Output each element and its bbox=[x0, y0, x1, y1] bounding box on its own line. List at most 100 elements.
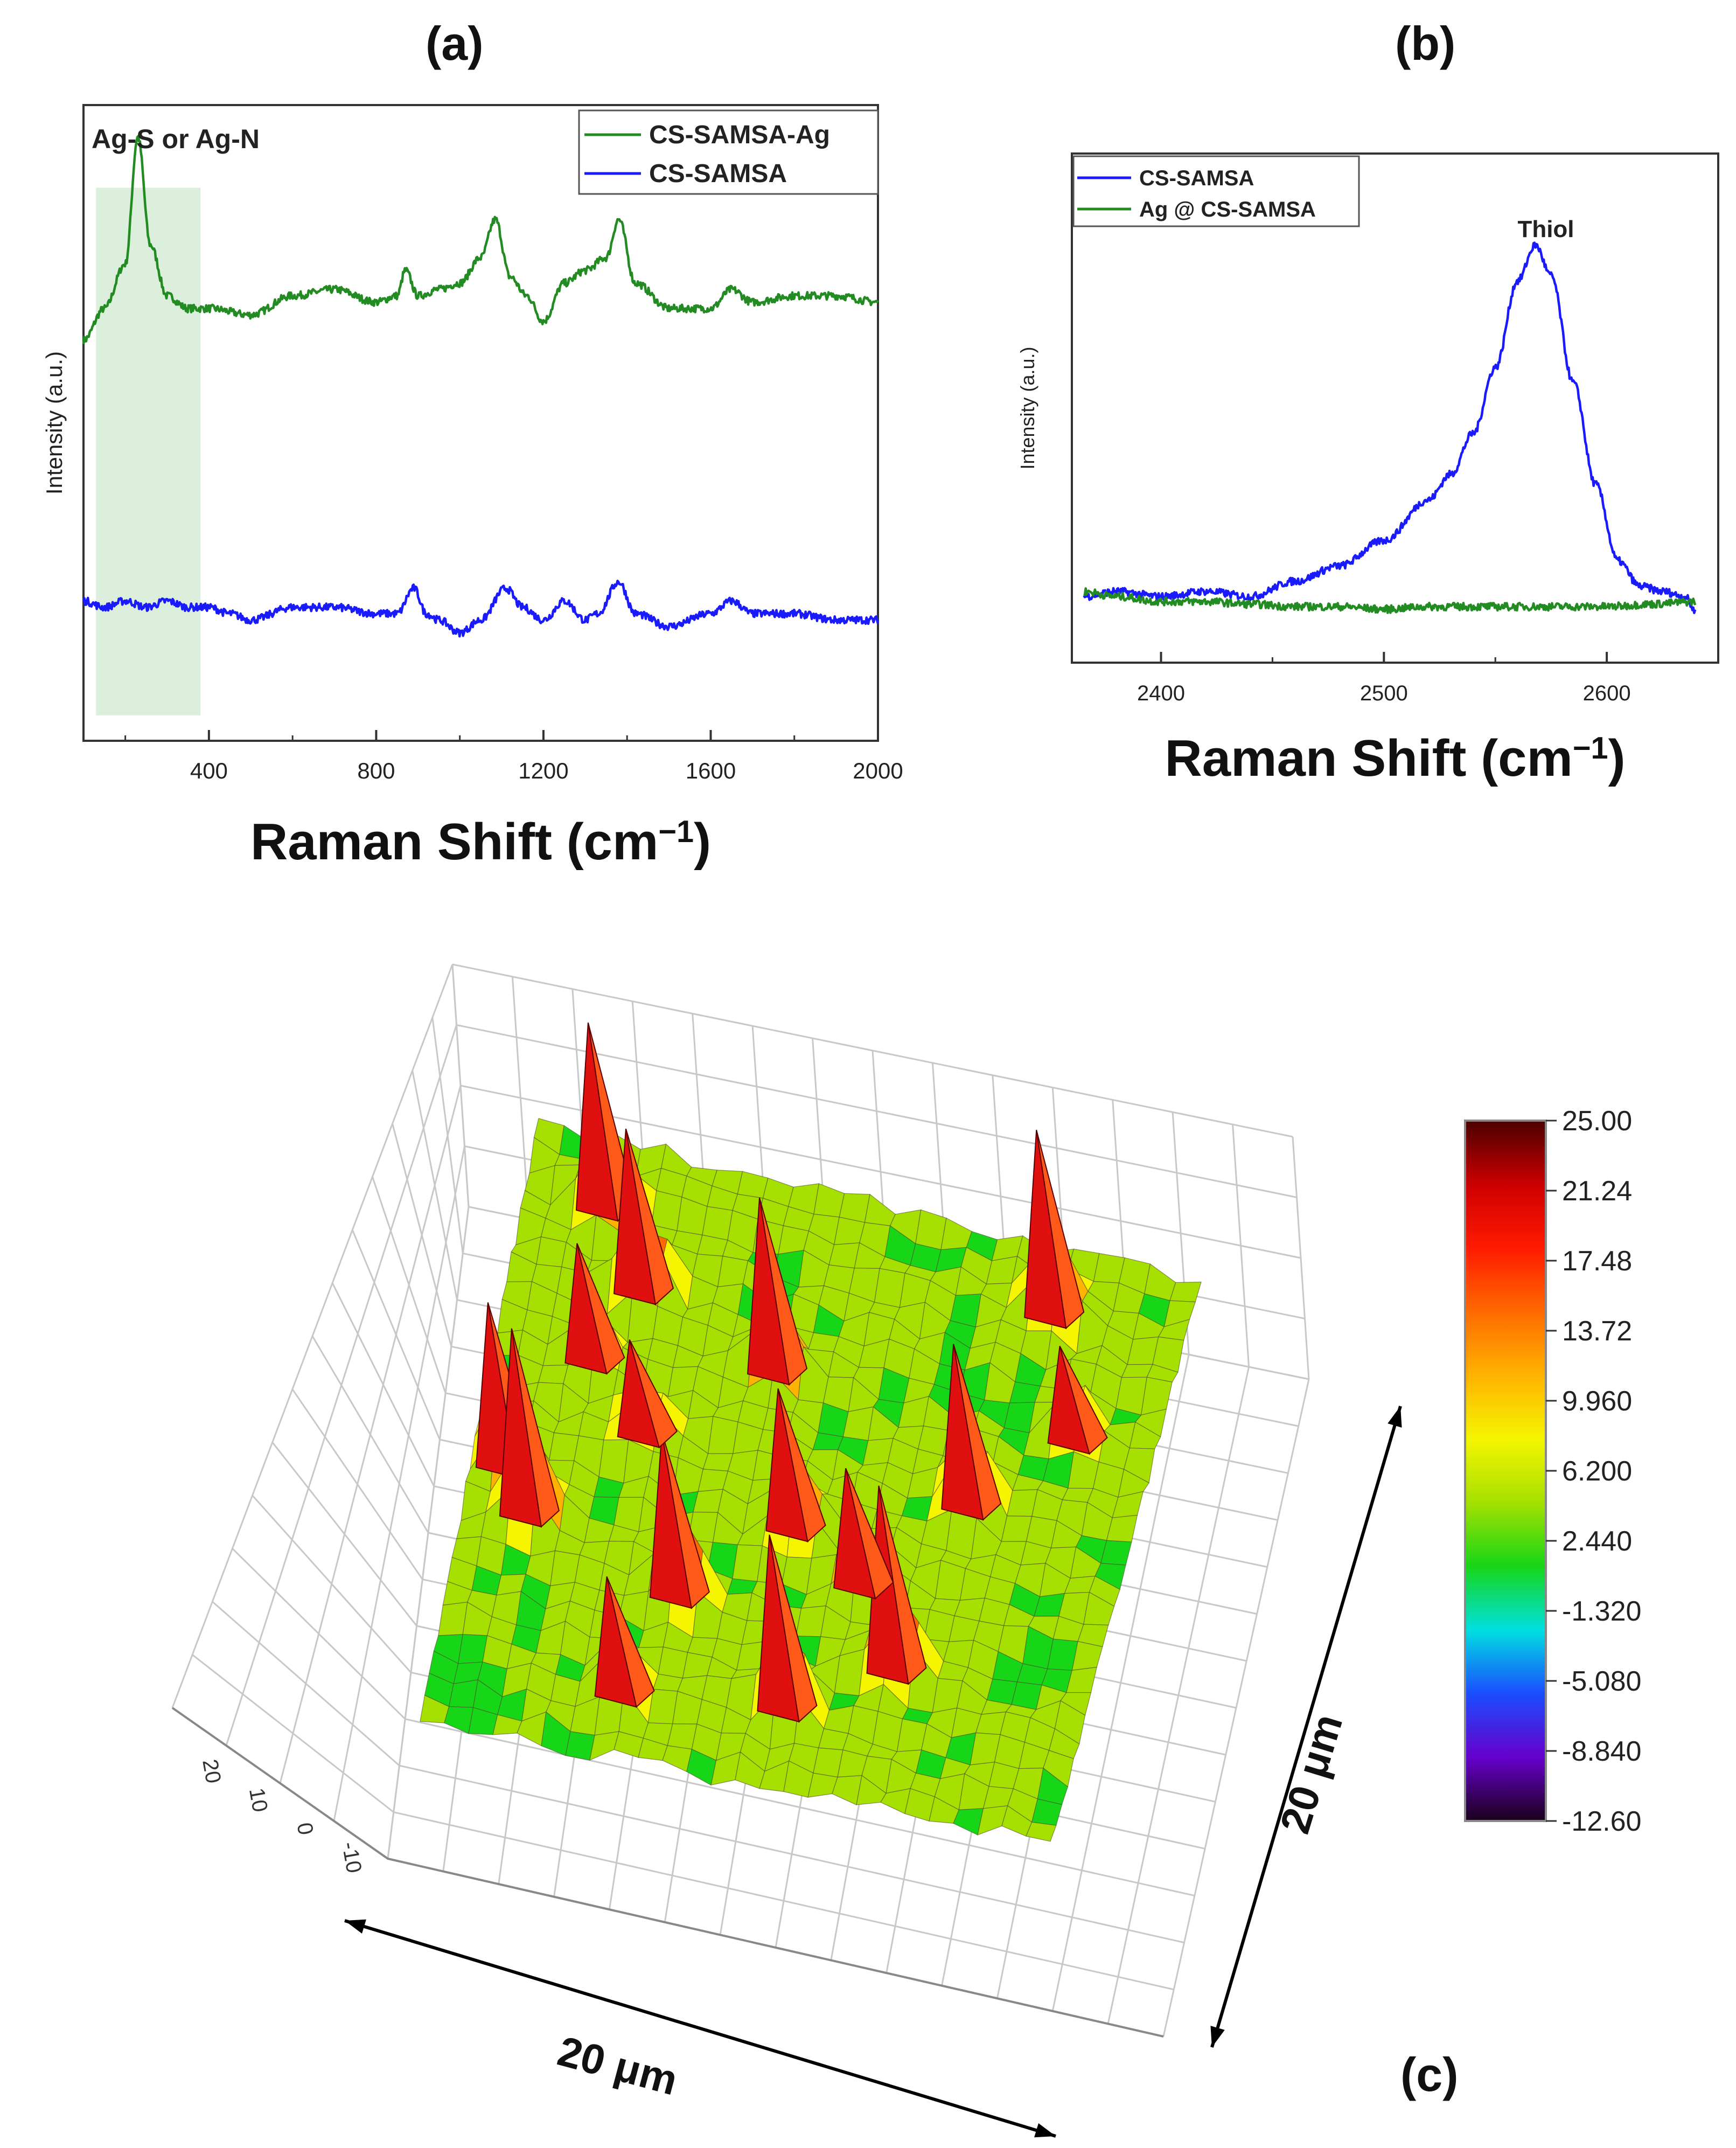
x-axis-title-part: −1 bbox=[658, 815, 694, 849]
highlight-band bbox=[96, 187, 201, 715]
legend: CS-SAMSA Ag @ CS-SAMSA bbox=[1072, 155, 1360, 227]
panel-c-chart: 20 10 0 -10 20 μm 20 μm 25.00 21.24 17.48 13.72 9.… bbox=[171, 963, 1641, 2138]
annotation-label: Thiol bbox=[1517, 216, 1574, 242]
x-dimension-arrow-head bbox=[345, 1919, 366, 1934]
x-axis-title-part: ) bbox=[1608, 729, 1626, 787]
y-dimension-arrow-head bbox=[1388, 1406, 1402, 1428]
x-tick-label: 2000 bbox=[853, 758, 903, 783]
z-tick-label: 20 bbox=[198, 1757, 225, 1785]
surface-cell bbox=[737, 1171, 769, 1199]
colorbar-label: -1.320 bbox=[1562, 1596, 1641, 1627]
surface-cell bbox=[808, 1332, 840, 1352]
series-line-cs-samsa bbox=[1083, 241, 1697, 614]
x-tick-label: 1200 bbox=[518, 758, 568, 783]
plot-frame bbox=[82, 104, 879, 742]
x-axis-title: Raman Shift (cm−1) bbox=[250, 813, 711, 871]
surface-peak bbox=[629, 1339, 678, 1449]
series-line-cs-samsa bbox=[82, 579, 880, 638]
grid-line bbox=[387, 1206, 470, 1859]
colorbar-label: -8.840 bbox=[1562, 1736, 1641, 1767]
surface-cell bbox=[864, 1193, 896, 1226]
legend: CS-SAMSA-Ag CS-SAMSA bbox=[578, 109, 879, 195]
x-tick-label: 2600 bbox=[1583, 682, 1631, 705]
panel-label-c: (c) bbox=[1400, 2048, 1459, 2101]
surface-peak bbox=[845, 1468, 894, 1600]
grid-line bbox=[333, 1146, 465, 1822]
colorbar-label: 25.00 bbox=[1562, 1106, 1632, 1137]
legend-entry: CS-SAMSA bbox=[1139, 166, 1254, 190]
y-dimension-arrow bbox=[1210, 1406, 1402, 2048]
colorbar-label: 6.200 bbox=[1562, 1456, 1632, 1487]
surface-peak bbox=[777, 1388, 826, 1543]
x-dimension-arrow bbox=[344, 1919, 1056, 2138]
surface-cell bbox=[702, 1206, 733, 1241]
y-axis-label: Intensity (a.u.) bbox=[41, 351, 67, 495]
panel-a-chart: 400 800 1200 1600 2000 Intensity (a.u.) Raman … bbox=[41, 104, 903, 871]
x-tick-label: 2400 bbox=[1137, 682, 1185, 705]
legend-box bbox=[1072, 155, 1360, 227]
surface-peak bbox=[759, 1197, 808, 1386]
surface-cell bbox=[813, 1183, 845, 1218]
surface-cell bbox=[1026, 1822, 1057, 1842]
x-tick-label: 800 bbox=[357, 758, 395, 783]
surface bbox=[420, 1022, 1202, 1842]
plot-frame bbox=[1071, 152, 1719, 664]
surface-cell bbox=[707, 1416, 738, 1454]
panel-label-b: (b) bbox=[1395, 17, 1456, 70]
z-tick-label: 10 bbox=[245, 1786, 272, 1813]
panel-label-a: (a) bbox=[426, 17, 484, 70]
x-axis-title: Raman Shift (cm−1) bbox=[1165, 729, 1625, 787]
x-axis-title-part: −1 bbox=[1573, 731, 1608, 766]
x-tick-label: 400 bbox=[190, 758, 228, 783]
colorbar-label: -12.60 bbox=[1562, 1806, 1641, 1837]
surface-cell bbox=[536, 1236, 567, 1268]
grid-line bbox=[1107, 1366, 1250, 2024]
surface-peak bbox=[511, 1328, 560, 1528]
y-dimension-label: 20 μm bbox=[1271, 1708, 1351, 1838]
surface-cell bbox=[538, 1365, 569, 1384]
grid-line bbox=[1051, 1354, 1190, 2012]
grid-line bbox=[171, 964, 454, 1708]
x-tick-label: 1600 bbox=[686, 758, 736, 783]
legend-entry: CS-SAMSA bbox=[649, 159, 787, 188]
annotation-label: Ag-S or Ag-N bbox=[92, 124, 260, 154]
colorbar-label: 9.960 bbox=[1562, 1386, 1632, 1417]
surface-peak bbox=[878, 1485, 927, 1685]
grid-line bbox=[279, 1085, 462, 1784]
z-tick-label: -10 bbox=[337, 1840, 366, 1875]
x-dimension-label: 20 μm bbox=[553, 2027, 683, 2104]
grid-line bbox=[452, 963, 1293, 1138]
surface-peak bbox=[1036, 1130, 1085, 1330]
box-edge bbox=[171, 1707, 1164, 2038]
surface-cell bbox=[448, 1679, 479, 1708]
colorbar-label: 17.48 bbox=[1562, 1246, 1632, 1277]
grid-line bbox=[225, 1025, 457, 1746]
legend-entry: Ag @ CS-SAMSA bbox=[1139, 198, 1316, 221]
series-line-cs-samsa-ag bbox=[82, 135, 879, 344]
x-axis-title-part: ) bbox=[694, 813, 711, 871]
x-dimension-arrow-head bbox=[1034, 2123, 1056, 2138]
surface-peak bbox=[625, 1128, 674, 1306]
surface-cell bbox=[651, 1190, 682, 1232]
panel-b-chart: 2400 2500 2600 Intensity (a.u.) Raman Shift … bbox=[1016, 152, 1719, 787]
y-dimension-arrow-head bbox=[1210, 2026, 1225, 2047]
z-tick-label: 0 bbox=[292, 1821, 318, 1837]
surface-peak bbox=[661, 1432, 710, 1609]
surface-cell bbox=[1100, 1540, 1132, 1566]
x-tick-label: 2500 bbox=[1360, 682, 1408, 705]
surface-peak bbox=[1059, 1346, 1108, 1455]
surface-cell bbox=[1169, 1281, 1202, 1303]
surface-peak bbox=[606, 1576, 655, 1708]
dimension-arrows bbox=[344, 1406, 1402, 2138]
grid-line bbox=[1162, 1379, 1310, 2037]
y-axis-label: Intensity (a.u.) bbox=[1016, 346, 1038, 469]
legend-entry: CS-SAMSA-Ag bbox=[649, 121, 830, 149]
surface-cell bbox=[1140, 1377, 1173, 1416]
colorbar bbox=[1464, 1120, 1547, 1822]
colorbar-label: 2.440 bbox=[1562, 1526, 1632, 1557]
surface-peak bbox=[769, 1534, 818, 1723]
colorbar-label: 21.24 bbox=[1562, 1176, 1632, 1207]
x-axis-title-part: Raman Shift (cm bbox=[1165, 729, 1572, 787]
colorbar-label: -5.080 bbox=[1562, 1666, 1641, 1697]
